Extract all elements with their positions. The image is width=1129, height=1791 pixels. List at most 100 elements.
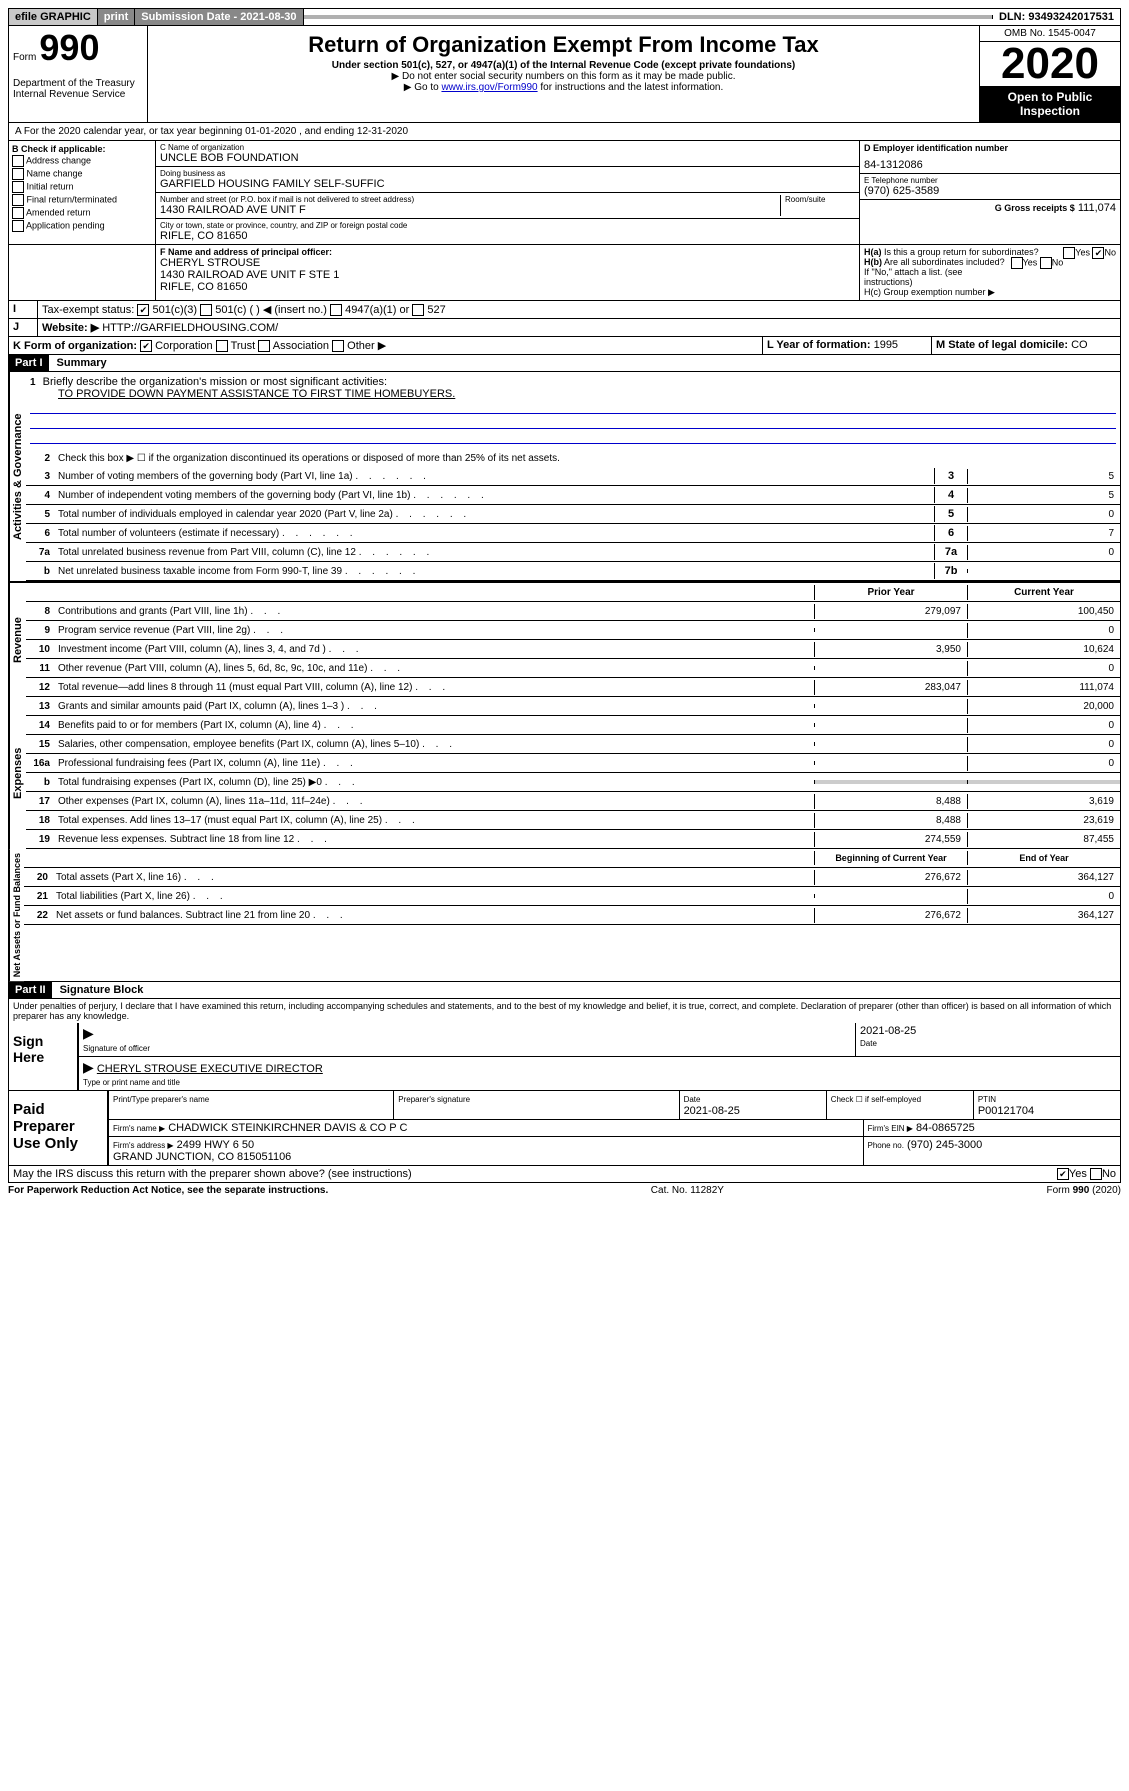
note2-post: for instructions and the latest informat… (538, 82, 724, 93)
check-trust[interactable] (216, 340, 228, 352)
top-spacer (304, 15, 993, 19)
col-begin: Beginning of Current Year (814, 851, 967, 865)
sig-date: 2021-08-25 (860, 1025, 916, 1037)
summary-line: 4Number of independent voting members of… (26, 486, 1120, 505)
dba-label: Doing business as (160, 169, 855, 178)
part1-body: Activities & Governance 1 Briefly descri… (8, 372, 1121, 581)
summary-line: 21Total liabilities (Part X, line 26) . … (24, 887, 1120, 906)
paid-preparer-label: Paid Preparer Use Only (9, 1091, 109, 1165)
form-header: Form 990 Department of the Treasury Inte… (8, 26, 1121, 123)
website-value: HTTP://GARFIELDHOUSING.COM/ (102, 322, 278, 334)
summary-line: 18Total expenses. Add lines 13–17 (must … (26, 811, 1120, 830)
form-number: 990 (39, 27, 99, 68)
side-revenue: Revenue (9, 583, 26, 697)
box-de: D Employer identification number 84-1312… (860, 141, 1120, 244)
irs-link[interactable]: www.irs.gov/Form990 (441, 82, 537, 93)
dba-value: GARFIELD HOUSING FAMILY SELF-SUFFIC (160, 178, 855, 190)
summary-line: 14Benefits paid to or for members (Part … (26, 716, 1120, 735)
firm-addr-label: Firm's address ▶ (113, 1141, 174, 1150)
phone-label: E Telephone number (864, 176, 1116, 185)
dln-label: DLN: 93493242017531 (993, 9, 1120, 25)
line1-label: Briefly describe the organization's miss… (43, 376, 387, 388)
summary-line: 16aProfessional fundraising fees (Part I… (26, 754, 1120, 773)
state-domicile-value: CO (1071, 339, 1088, 351)
header-right: OMB No. 1545-0047 2020 Open to Public In… (979, 26, 1120, 122)
note-ssn: ▶ Do not enter social security numbers o… (152, 71, 975, 82)
tax-exempt-label: Tax-exempt status: (42, 304, 134, 316)
gross-label: G Gross receipts $ (995, 203, 1075, 213)
form-subtitle: Under section 501(c), 527, or 4947(a)(1)… (152, 60, 975, 71)
officer-addr: 1430 RAILROAD AVE UNIT F STE 1 RIFLE, CO… (160, 269, 855, 293)
top-bar: efile GRAPHIC print Submission Date - 20… (8, 8, 1121, 26)
discuss-no[interactable] (1090, 1168, 1102, 1180)
check-self-label: Check ☐ if self-employed (831, 1095, 921, 1104)
box-i: I Tax-exempt status: 501(c)(3) 501(c) ( … (8, 301, 1121, 319)
city-label: City or town, state or province, country… (160, 221, 855, 230)
website-label: Website: ▶ (42, 322, 99, 334)
summary-line: 6Total number of volunteers (estimate if… (26, 524, 1120, 543)
form-prefix: Form (13, 52, 36, 63)
check-initial-return[interactable]: Initial return (12, 181, 152, 193)
summary-line: 10Investment income (Part VIII, column (… (26, 640, 1120, 659)
sig-date-label: Date (860, 1039, 877, 1048)
print-button[interactable]: print (98, 9, 135, 25)
part2-title: Signature Block (52, 982, 152, 998)
line1-text: TO PROVIDE DOWN PAYMENT ASSISTANCE TO FI… (30, 388, 455, 400)
part2-badge: Part II (9, 982, 52, 998)
check-527[interactable] (412, 304, 424, 316)
check-4947[interactable] (330, 304, 342, 316)
box-b: B Check if applicable: Address change Na… (9, 141, 156, 244)
hb-note: If "No," attach a list. (see instruction… (864, 267, 1116, 287)
street-value: 1430 RAILROAD AVE UNIT F (160, 204, 780, 216)
part1-header-row: Part I Summary (8, 355, 1121, 372)
officer-label: F Name and address of principal officer: (160, 247, 855, 257)
check-other[interactable] (332, 340, 344, 352)
netassets-section: Net Assets or Fund Balances Beginning of… (8, 849, 1121, 982)
check-501c3[interactable] (137, 304, 149, 316)
summary-line: 15Salaries, other compensation, employee… (26, 735, 1120, 754)
sig-officer-label: Signature of officer (83, 1044, 150, 1053)
check-assoc[interactable] (258, 340, 270, 352)
summary-line: 11Other revenue (Part VIII, column (A), … (26, 659, 1120, 678)
summary-line: bNet unrelated business taxable income f… (26, 562, 1120, 581)
discuss-row: May the IRS discuss this return with the… (8, 1166, 1121, 1183)
side-netassets: Net Assets or Fund Balances (9, 849, 24, 981)
check-amended[interactable]: Amended return (12, 207, 152, 219)
check-name-change[interactable]: Name change (12, 168, 152, 180)
summary-line: 9Program service revenue (Part VIII, lin… (26, 621, 1120, 640)
prep-name-label: Print/Type preparer's name (113, 1095, 209, 1104)
check-501c[interactable] (200, 304, 212, 316)
open-public-badge: Open to Public Inspection (980, 86, 1120, 122)
section-a: A For the 2020 calendar year, or tax yea… (8, 123, 1121, 141)
state-domicile-label: M State of legal domicile: (936, 339, 1068, 351)
summary-line: 19Revenue less expenses. Subtract line 1… (26, 830, 1120, 849)
check-final-return[interactable]: Final return/terminated (12, 194, 152, 206)
summary-line: 5Total number of individuals employed in… (26, 505, 1120, 524)
check-corp[interactable] (140, 340, 152, 352)
summary-line: 12Total revenue—add lines 8 through 11 (… (26, 678, 1120, 697)
info-grid: B Check if applicable: Address change Na… (8, 141, 1121, 245)
part2-header-row: Part II Signature Block (8, 982, 1121, 999)
ptin-value: P00121704 (978, 1105, 1034, 1117)
gross-value: 111,074 (1078, 202, 1116, 214)
col-prior: Prior Year (814, 585, 967, 600)
summary-line: 13Grants and similar amounts paid (Part … (26, 697, 1120, 716)
part1-badge: Part I (9, 355, 49, 371)
prep-sig-label: Preparer's signature (398, 1095, 470, 1104)
summary-line: 3Number of voting members of the governi… (26, 467, 1120, 486)
klm-row: K Form of organization: Corporation Trus… (8, 337, 1121, 355)
form-org-label: K Form of organization: (13, 340, 137, 352)
form-title: Return of Organization Exempt From Incom… (152, 32, 975, 58)
org-name-label: C Name of organization (160, 143, 855, 152)
jurat-text: Under penalties of perjury, I declare th… (8, 999, 1121, 1023)
phone-value: (970) 625-3589 (864, 185, 1116, 197)
check-address-change[interactable]: Address change (12, 155, 152, 167)
part1-title: Summary (49, 355, 115, 371)
box-c: C Name of organization UNCLE BOB FOUNDAT… (156, 141, 860, 244)
officer-name: CHERYL STROUSE (160, 257, 855, 269)
check-pending[interactable]: Application pending (12, 220, 152, 232)
tax-year: 2020 (980, 42, 1120, 86)
side-governance: Activities & Governance (9, 372, 26, 581)
submission-date: Submission Date - 2021-08-30 (135, 9, 303, 25)
discuss-yes[interactable] (1057, 1168, 1069, 1180)
